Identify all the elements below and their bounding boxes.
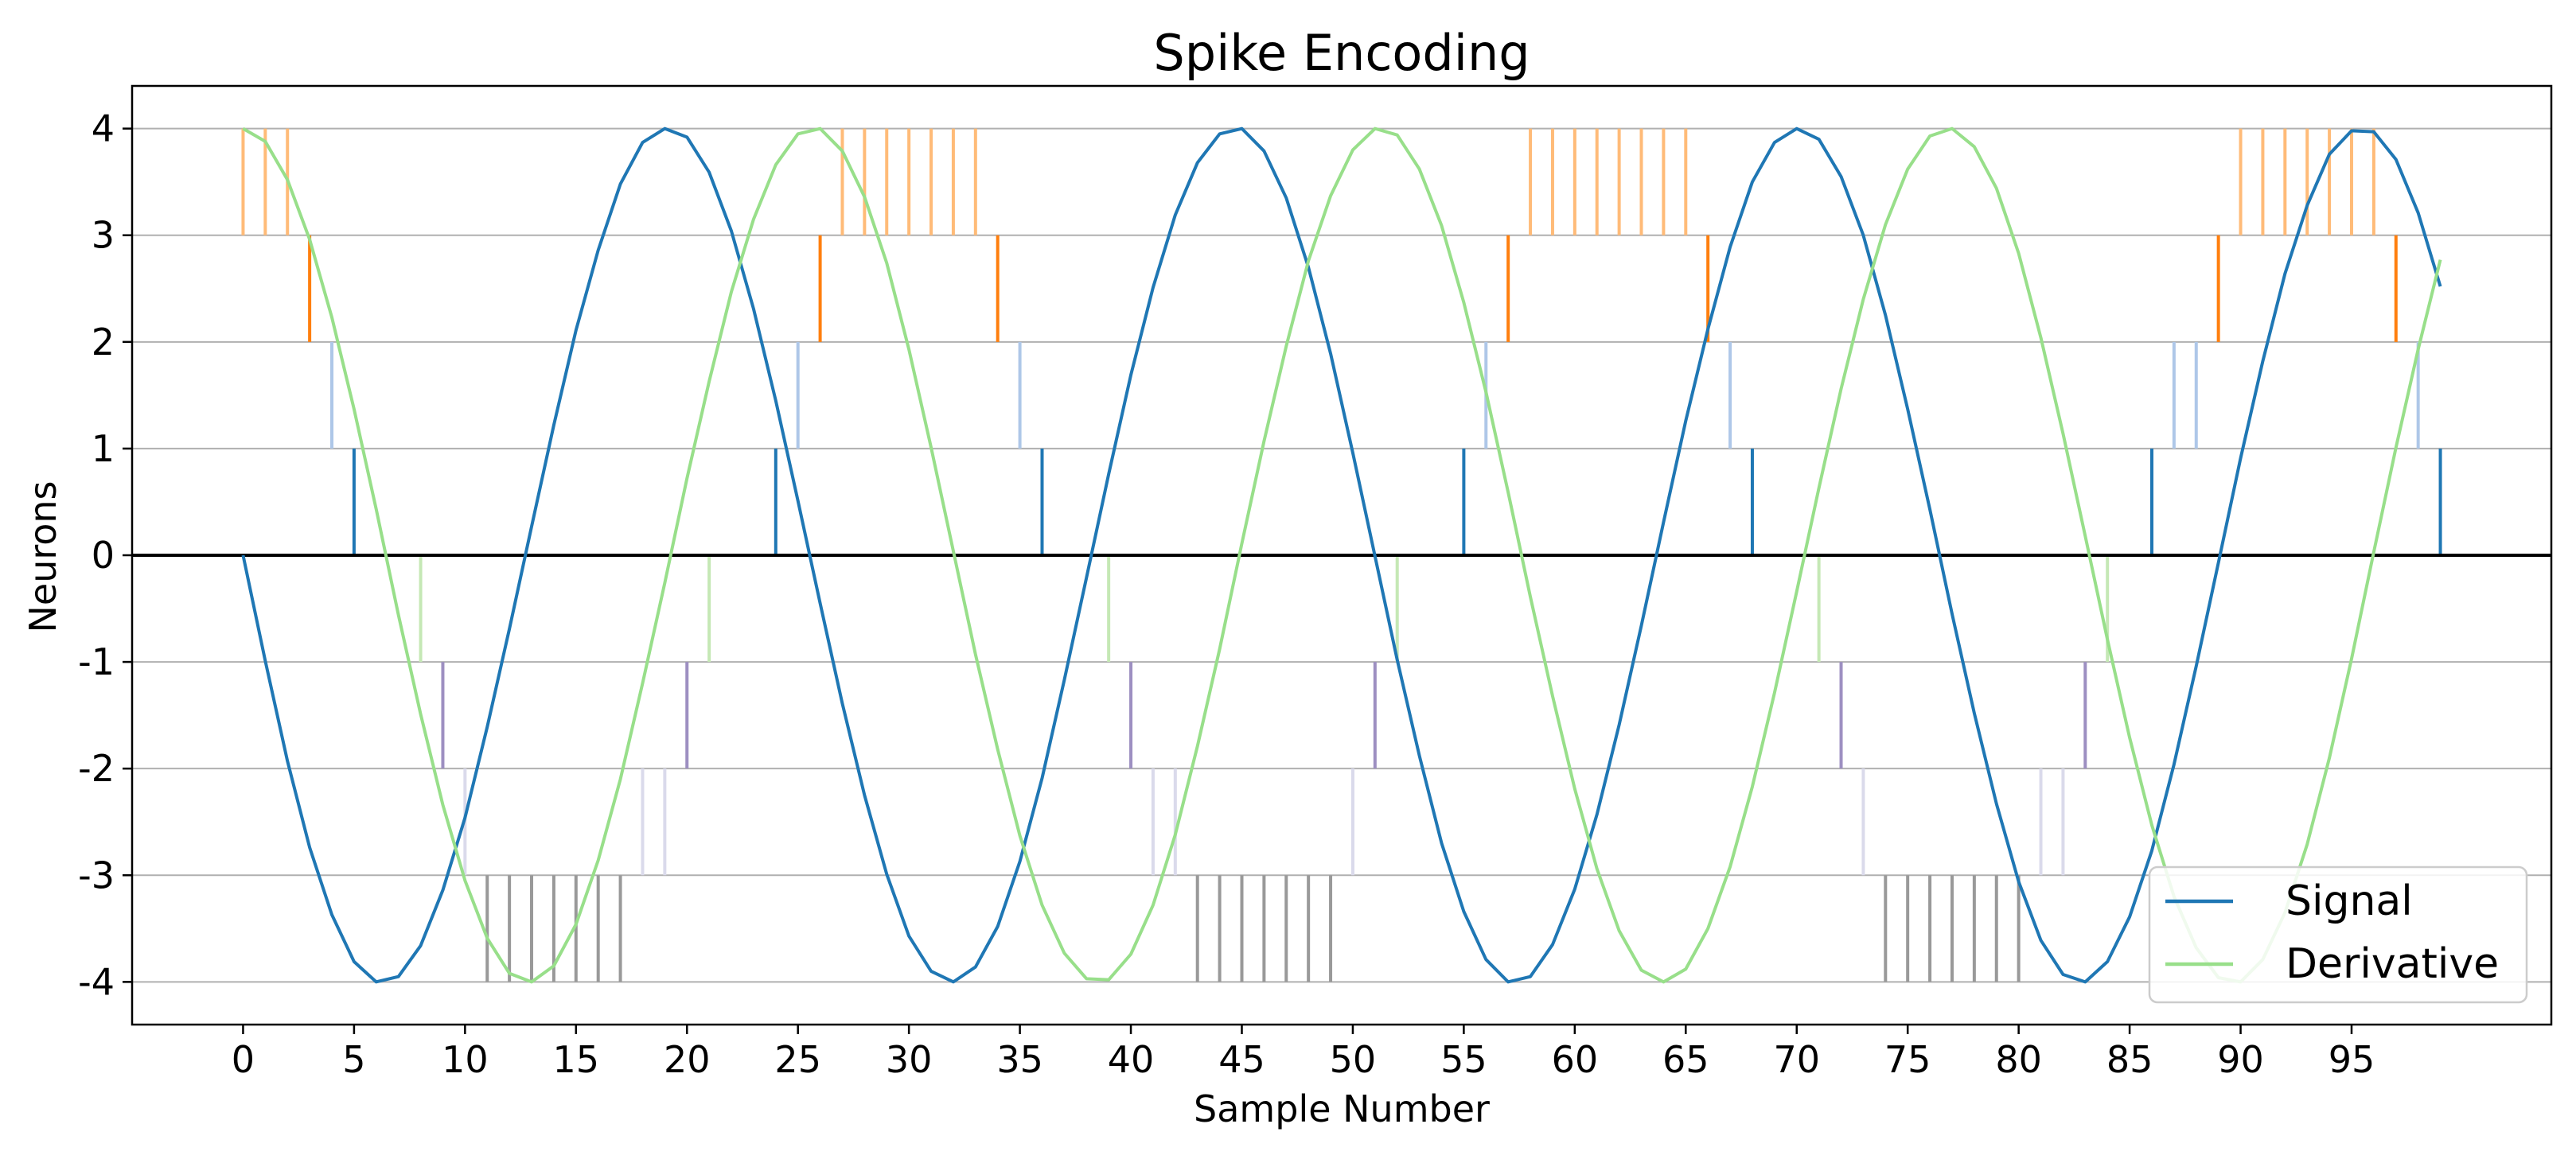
x-tick-label: 75 (1884, 1038, 1931, 1081)
y-tick-label: 4 (92, 107, 115, 150)
legend-signal-label: Signal (2286, 877, 2413, 925)
x-tick-label: 10 (442, 1038, 489, 1081)
y-axis-label: Neurons (21, 480, 64, 632)
x-tick-label: 70 (1773, 1038, 1820, 1081)
legend-box (2148, 865, 2528, 1004)
y-tick-label: -4 (78, 960, 115, 1003)
y-tick-label: -2 (78, 747, 115, 790)
series-lines (241, 126, 2442, 984)
x-axis-ticks: 0 5 10 15 20 25 30 35 40 45 50 55 60 65 70 75 80 85 90 95 (232, 1025, 2375, 1081)
y-tick-label: 3 (92, 214, 115, 257)
chart-title: Spike Encoding (1153, 24, 1530, 82)
legend: Signal Derivative (2148, 865, 2528, 1004)
x-tick-label: 95 (2329, 1038, 2375, 1081)
x-tick-label: 50 (1330, 1038, 1377, 1081)
y-grid (132, 127, 2551, 983)
x-tick-label: 65 (1662, 1038, 1709, 1081)
x-tick-label: 25 (774, 1038, 821, 1081)
legend-derivative-label: Derivative (2286, 940, 2499, 988)
x-tick-label: 60 (1552, 1038, 1599, 1081)
y-tick-label: 1 (92, 427, 115, 470)
y-tick-label: 2 (92, 321, 115, 364)
x-tick-label: 90 (2217, 1038, 2264, 1081)
derivative-line (242, 126, 2442, 984)
x-tick-label: 0 (232, 1038, 255, 1081)
x-tick-label: 15 (553, 1038, 600, 1081)
signal-line (241, 126, 2442, 984)
y-tick-label: -3 (78, 854, 115, 897)
y-tick-label: -1 (78, 640, 115, 683)
x-tick-label: 85 (2106, 1038, 2153, 1081)
x-tick-label: 45 (1218, 1038, 1265, 1081)
y-tick-label: 0 (92, 534, 115, 577)
x-tick-label: 35 (996, 1038, 1043, 1081)
x-tick-label: 20 (664, 1038, 711, 1081)
x-tick-label: 5 (342, 1038, 365, 1081)
x-axis-label: Sample Number (1194, 1087, 1490, 1130)
x-tick-label: 40 (1108, 1038, 1155, 1081)
x-tick-label: 30 (886, 1038, 933, 1081)
x-tick-label: 55 (1440, 1038, 1487, 1081)
y-axis-ticks: -4 -3 -2 -1 0 1 2 3 4 (78, 107, 132, 1003)
x-tick-label: 80 (1995, 1038, 2042, 1081)
